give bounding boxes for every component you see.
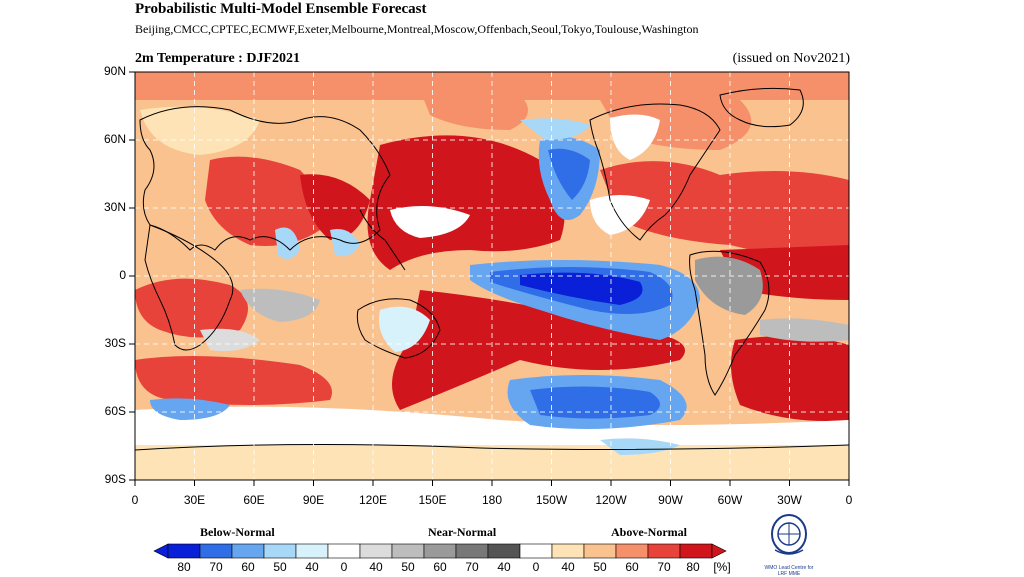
colorbar-swatch bbox=[327, 543, 361, 559]
colorbar-tick: 40 bbox=[369, 560, 383, 574]
colorbar-tick: 40 bbox=[497, 560, 511, 574]
lon-label: 60W bbox=[717, 493, 743, 507]
colorbar-tick: 40 bbox=[305, 560, 319, 574]
lon-label: 90W bbox=[658, 493, 683, 507]
probability-field bbox=[135, 72, 849, 480]
colorbar-tick: 50 bbox=[273, 560, 287, 574]
colorbar-swatch bbox=[167, 543, 201, 559]
lon-label: 90E bbox=[302, 493, 325, 507]
lat-label: 60S bbox=[104, 404, 126, 418]
colorbar-tick: 60 bbox=[433, 560, 447, 574]
lon-label: 120E bbox=[358, 493, 388, 507]
wmo-logo: WMO Lead Centre for LRF MME bbox=[760, 512, 818, 577]
lat-label: 30S bbox=[104, 336, 126, 350]
wmo-emblem-icon bbox=[771, 514, 807, 555]
lat-label: 60N bbox=[103, 132, 126, 146]
lon-label: 30E bbox=[183, 493, 206, 507]
colorbar-swatch bbox=[647, 543, 681, 559]
lon-label: 0 bbox=[845, 493, 853, 507]
colorbar-swatch bbox=[199, 543, 233, 559]
lat-label: 0 bbox=[119, 268, 126, 282]
category-above-normal: Above-Normal bbox=[611, 525, 687, 539]
variable-label: 2m Temperature : DJF2021 bbox=[135, 51, 300, 66]
centres-list: Beijing,CMCC,CPTEC,ECMWF,Exeter,Melbourn… bbox=[135, 22, 699, 36]
issued-date: (issued on Nov2021) bbox=[732, 51, 850, 66]
colorbar-swatch bbox=[359, 543, 393, 559]
colorbar-swatch bbox=[679, 543, 713, 559]
colorbar-swatch bbox=[263, 543, 297, 559]
colorbar-swatch bbox=[583, 543, 617, 559]
colorbar-swatch bbox=[231, 543, 265, 559]
lat-label: 30N bbox=[103, 200, 126, 214]
lon-label: 60E bbox=[243, 493, 265, 507]
colorbar-swatch bbox=[487, 543, 521, 559]
colorbar-tick: 70 bbox=[657, 560, 671, 574]
colorbar-tick: 80 bbox=[686, 560, 700, 574]
lon-label: 120W bbox=[595, 493, 627, 507]
logo-text-line1: WMO Lead Centre for bbox=[764, 565, 814, 571]
colorbar-tick: 70 bbox=[465, 560, 479, 574]
lon-label: 0 bbox=[131, 493, 139, 507]
lat-label: 90S bbox=[104, 472, 126, 486]
category-near-normal: Near-Normal bbox=[428, 525, 497, 539]
colorbar-tick: 60 bbox=[625, 560, 639, 574]
lon-label: 150W bbox=[535, 493, 568, 507]
category-below-normal: Below-Normal bbox=[200, 525, 275, 539]
axis-ticks bbox=[129, 71, 850, 486]
colorbar-swatch bbox=[391, 543, 425, 559]
colorbar-tick: 0 bbox=[532, 560, 540, 574]
colorbar-swatch bbox=[551, 543, 585, 559]
colorbar-swatch bbox=[519, 543, 553, 559]
lon-label: 150E bbox=[418, 493, 447, 507]
lon-label: 30W bbox=[777, 493, 802, 507]
logo-text-line2: LRF MME bbox=[777, 571, 801, 577]
probability-colorbar bbox=[153, 543, 727, 559]
page-title: Probabilistic Multi-Model Ensemble Forec… bbox=[135, 1, 427, 17]
colorbar-tick: 0 bbox=[340, 560, 348, 574]
colorbar-swatch bbox=[455, 543, 489, 559]
colorbar-tick: 50 bbox=[401, 560, 415, 574]
colorbar-tick: 80 bbox=[177, 560, 191, 574]
colorbar-swatch bbox=[295, 543, 329, 559]
graticule bbox=[135, 72, 849, 480]
colorbar-swatch bbox=[615, 543, 649, 559]
colorbar-tick: 70 bbox=[209, 560, 223, 574]
lat-label: 90N bbox=[103, 64, 126, 78]
lon-label: 180 bbox=[481, 493, 503, 507]
colorbar-unit: [%] bbox=[713, 560, 731, 574]
colorbar-arrow-left bbox=[153, 543, 169, 559]
coastlines bbox=[135, 87, 849, 451]
colorbar-tick: 40 bbox=[561, 560, 575, 574]
colorbar-swatch bbox=[423, 543, 457, 559]
colorbar-tick: 60 bbox=[241, 560, 255, 574]
colorbar-arrow-right bbox=[711, 543, 727, 559]
colorbar-tick: 50 bbox=[593, 560, 607, 574]
